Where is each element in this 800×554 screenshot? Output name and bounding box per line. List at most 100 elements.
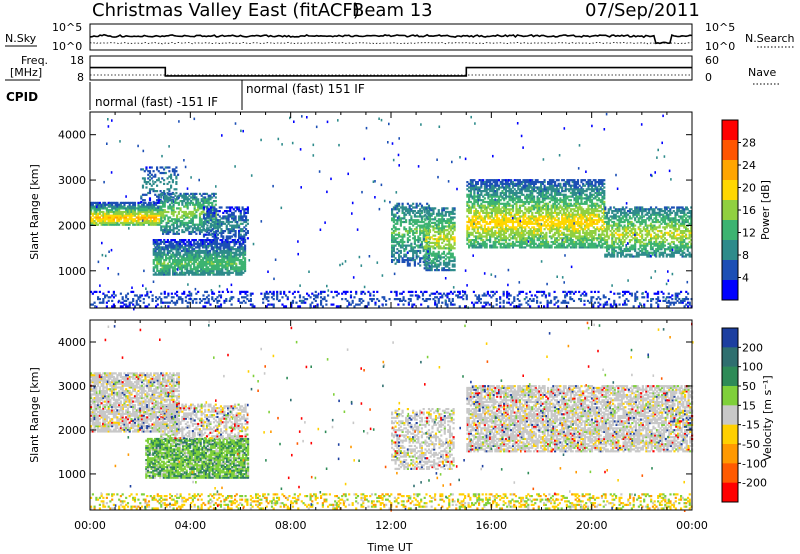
noise-sky-label: N.Sky — [5, 32, 37, 45]
power-cell — [577, 179, 579, 181]
power-cell — [235, 263, 237, 265]
station-title: Christmas Valley East (fitACF) — [92, 0, 360, 21]
power-cell — [178, 233, 180, 235]
power-cell — [405, 228, 407, 230]
power-cell — [160, 181, 162, 183]
power-cell — [175, 181, 177, 183]
power-cell — [454, 236, 456, 238]
power-cell — [416, 230, 418, 232]
power-cell — [134, 202, 136, 204]
power-cell — [172, 179, 174, 181]
power-cell — [187, 206, 189, 208]
power-cell — [244, 241, 246, 243]
power-cell — [177, 174, 179, 176]
power-cell — [441, 242, 443, 244]
power-cell — [484, 197, 486, 199]
freq-panel: Freq. [MHz] 18 8 60 0 Nave — [5, 54, 781, 84]
power-cell — [414, 235, 416, 237]
cpid-segment-2: normal (fast) 151 IF — [246, 82, 365, 96]
power-cell — [531, 192, 533, 194]
power-cell — [531, 179, 533, 181]
power-cell — [519, 179, 521, 181]
power-cell — [477, 181, 479, 183]
power-cell — [473, 205, 475, 207]
cpid-row: CPID normal (fast) -151 IF normal (fast)… — [6, 80, 365, 110]
power-cell — [512, 205, 514, 207]
power-cell — [170, 185, 172, 187]
power-cell — [409, 235, 411, 237]
power-cell — [398, 232, 400, 234]
power-cell — [473, 192, 475, 194]
power-cell — [184, 239, 186, 241]
power-cell — [154, 174, 156, 176]
power-cell — [547, 241, 549, 243]
power-cell — [498, 205, 500, 207]
power-cell — [410, 228, 412, 230]
power-cell — [533, 196, 535, 198]
power-cell — [421, 241, 423, 243]
power-cell — [510, 179, 512, 181]
power-cell — [194, 206, 196, 208]
power-cell — [197, 198, 199, 200]
freq-left-tick-top: 18 — [70, 54, 84, 67]
power-cell — [419, 237, 421, 239]
noise-right-tick-top: 10^5 — [705, 21, 735, 34]
power-cell — [158, 177, 160, 179]
power-cell — [594, 230, 596, 232]
power-cell — [417, 205, 419, 207]
power-cell — [175, 170, 177, 172]
power-cell — [195, 233, 197, 235]
power-cell — [454, 213, 456, 215]
noise-search-label: N.Search — [745, 32, 795, 45]
power-cell — [149, 170, 151, 172]
power-cell — [484, 217, 486, 219]
power-cell — [554, 181, 556, 183]
power-cell — [551, 192, 553, 194]
power-cell — [244, 245, 246, 247]
power-cell — [537, 179, 539, 181]
power-cell — [247, 206, 249, 208]
power-cell — [188, 239, 190, 241]
power-cell — [206, 228, 208, 230]
power-cell — [219, 210, 221, 212]
power-cell — [409, 263, 411, 265]
power-cell — [227, 266, 229, 268]
power-panel: 1000200030004000 Slant Range [km] 481216… — [28, 112, 772, 310]
power-cell — [535, 215, 537, 217]
power-cell — [160, 239, 162, 241]
noise-panel: N.Sky 10^5 10^0 10^5 10^0 N.Search — [5, 21, 795, 53]
power-cell — [173, 229, 175, 231]
power-cell — [174, 239, 176, 241]
power-cell — [573, 179, 575, 181]
power-cell — [247, 230, 249, 232]
power-cell — [203, 228, 205, 230]
power-cell — [515, 205, 517, 207]
power-cell — [247, 223, 249, 225]
power-cell — [398, 228, 400, 230]
power-cell — [545, 232, 547, 234]
power-cell — [454, 242, 456, 244]
power-cell — [405, 219, 407, 221]
power-cell — [244, 266, 246, 268]
power-cell — [584, 179, 586, 181]
power-cell — [577, 181, 579, 183]
noise-left-tick-bottom: 10^0 — [52, 40, 82, 53]
power-cell — [156, 190, 158, 192]
power-cell — [195, 215, 197, 217]
power-cell — [163, 190, 165, 192]
power-cell — [235, 215, 237, 217]
power-cell — [165, 172, 167, 174]
power-cell — [454, 269, 456, 271]
power-cell — [154, 181, 156, 183]
power-cell — [145, 186, 147, 188]
power-cell — [446, 207, 448, 209]
power-cell — [206, 221, 208, 223]
power-cell — [400, 250, 402, 252]
power-cell — [402, 203, 404, 205]
power-cell — [508, 203, 510, 205]
power-cell — [144, 177, 146, 179]
power-cell — [572, 239, 574, 241]
power-cell — [466, 215, 468, 217]
power-cell — [228, 217, 230, 219]
power-cell — [153, 201, 155, 203]
